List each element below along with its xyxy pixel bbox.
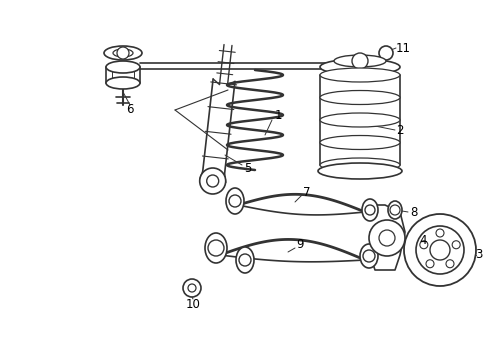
Circle shape [420, 241, 428, 249]
Circle shape [404, 214, 476, 286]
Ellipse shape [318, 163, 402, 179]
Ellipse shape [320, 158, 400, 172]
Circle shape [239, 254, 251, 266]
Ellipse shape [388, 201, 402, 219]
Ellipse shape [320, 68, 400, 82]
Ellipse shape [360, 244, 378, 268]
Circle shape [229, 195, 241, 207]
Circle shape [416, 226, 464, 274]
Text: 7: 7 [303, 185, 311, 198]
Ellipse shape [320, 135, 400, 149]
Ellipse shape [104, 46, 142, 60]
Text: 3: 3 [475, 248, 483, 261]
Circle shape [390, 205, 400, 215]
Text: 6: 6 [126, 103, 134, 116]
Ellipse shape [106, 61, 140, 73]
Circle shape [446, 260, 454, 268]
Ellipse shape [226, 188, 244, 214]
Circle shape [426, 260, 434, 268]
Circle shape [200, 168, 226, 194]
Text: 9: 9 [296, 239, 304, 252]
Text: 1: 1 [274, 108, 282, 122]
Ellipse shape [362, 199, 378, 221]
Circle shape [208, 240, 224, 256]
Circle shape [365, 205, 375, 215]
Circle shape [436, 229, 444, 237]
Text: 11: 11 [395, 41, 411, 54]
Text: 5: 5 [245, 162, 252, 175]
Ellipse shape [113, 49, 133, 57]
Ellipse shape [205, 233, 227, 263]
Ellipse shape [334, 55, 386, 67]
Circle shape [183, 279, 201, 297]
Ellipse shape [320, 59, 400, 75]
Ellipse shape [106, 77, 140, 89]
Ellipse shape [320, 113, 400, 127]
Ellipse shape [320, 90, 400, 104]
Circle shape [379, 230, 395, 246]
Circle shape [452, 241, 460, 249]
Circle shape [352, 53, 368, 69]
Text: 4: 4 [419, 234, 427, 247]
Circle shape [369, 220, 405, 256]
Text: 8: 8 [410, 206, 417, 219]
Circle shape [207, 175, 219, 187]
Circle shape [379, 46, 393, 60]
Circle shape [117, 47, 129, 59]
Circle shape [430, 240, 450, 260]
Circle shape [188, 284, 196, 292]
Circle shape [363, 250, 375, 262]
Ellipse shape [236, 247, 254, 273]
Text: 2: 2 [396, 123, 404, 136]
Text: 10: 10 [186, 298, 200, 311]
